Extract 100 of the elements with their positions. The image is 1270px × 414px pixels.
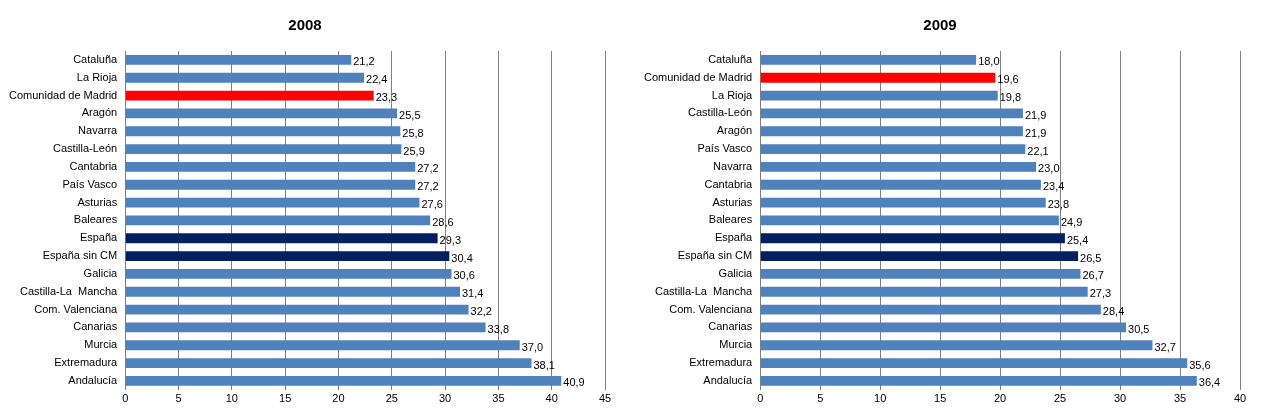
y-tick-label: Navarra [713,159,754,172]
data-label: 37,0 [521,340,544,353]
data-label: 23,4 [1042,180,1065,193]
bar [125,322,486,333]
x-tick-label: 20 [332,392,345,405]
data-label: 40,9 [563,376,585,389]
y-tick-label: Galicia [83,266,119,279]
x-tick-label: 25 [1053,392,1067,405]
chart-title: 2009 [923,16,957,34]
y-tick-label: Cataluña [73,52,119,65]
x-tick-label: 0 [757,392,764,405]
y-tick-label: Castilla-La Mancha [20,284,119,297]
bar [125,126,401,137]
data-label: 23,3 [375,91,398,104]
x-tick-label: 40 [1233,392,1247,405]
y-tick-label: Comunidad de Madrid [643,70,753,83]
bar [760,55,977,65]
x-tick-label: 35 [492,392,505,405]
bar [125,144,402,154]
x-tick-label: 0 [122,392,129,405]
bar [125,108,398,119]
y-tick-label: País Vasco [697,142,753,155]
data-label: 21,2 [353,55,375,68]
x-tick-label: 25 [385,392,398,405]
bar [125,162,416,172]
y-tick-label: La Rioja [76,70,119,83]
bar [125,179,416,190]
y-tick-label: Baleares [73,213,118,226]
data-label: 38,1 [533,358,555,371]
bar [125,215,431,226]
data-label: 19,8 [999,91,1022,104]
bar [125,358,532,368]
bar [760,375,1197,386]
data-label: 22,4 [366,73,388,86]
y-tick-label: Com. Valenciana [669,302,754,315]
bar [760,286,1088,297]
x-tick-label: 45 [598,392,612,405]
x-tick-label: 40 [545,392,558,405]
y-tick-label: España [714,231,754,244]
data-label: 28,6 [432,215,454,228]
y-tick-label: Castilla-León [688,106,753,119]
data-label: 30,4 [451,251,473,264]
y-tick-label: Comunidad de Madrid [8,88,118,101]
y-tick-label: Cataluña [708,52,754,65]
bar [760,126,1023,137]
data-label: 32,7 [1154,340,1176,353]
y-tick-label: Navarra [78,124,119,137]
data-label: 27,2 [417,162,439,175]
bar [125,268,452,279]
bar [125,197,420,208]
data-label: 26,5 [1080,251,1102,264]
x-tick-label: 5 [175,392,182,405]
bar [760,233,1065,244]
y-tick-label: País Vasco [62,177,118,190]
x-tick-label: 5 [817,392,824,405]
bar [125,304,469,315]
bar [760,215,1059,226]
y-tick-label: Cantabria [704,177,754,190]
bar [760,179,1041,190]
data-label: 30,6 [453,269,475,282]
y-tick-label: Murcia [84,338,119,351]
y-tick-label: Castilla-León [53,142,118,155]
data-label: 23,8 [1047,198,1070,211]
bar [760,108,1023,119]
y-tick-label: Andalucía [703,373,754,386]
y-tick-label: España sin CM [677,249,753,262]
x-tick-label: 10 [225,392,238,405]
y-tick-label: Andalucía [68,373,119,386]
bar [125,55,352,65]
y-tick-label: Castilla-La Mancha [655,284,754,297]
bar [760,197,1046,208]
x-tick-label: 15 [934,392,947,405]
data-label: 24,9 [1060,215,1083,228]
bar [125,340,520,351]
bar [760,322,1127,333]
x-tick-label: 20 [993,392,1007,405]
bar [760,268,1081,279]
bar [125,233,438,244]
data-label: 29,3 [439,233,462,246]
y-tick-label: Cantabria [69,159,119,172]
data-label: 28,4 [1102,305,1125,318]
y-tick-label: Galicia [718,266,754,279]
data-label: 26,7 [1082,269,1104,282]
data-label: 25,4 [1066,233,1089,246]
data-label: 27,6 [421,198,443,211]
bar [125,90,374,101]
data-label: 18,0 [978,55,1000,68]
data-label: 25,9 [403,144,425,157]
chart-title: 2008 [288,16,322,34]
data-label: 35,6 [1189,358,1211,371]
y-tick-label: Baleares [708,213,753,226]
data-label: 25,5 [399,108,421,121]
data-label: 27,2 [417,180,439,193]
bar [760,358,1188,368]
y-tick-label: Canarias [708,320,753,333]
x-tick-label: 35 [1173,392,1187,405]
data-label: 27,3 [1089,287,1112,300]
y-tick-label: Asturias [77,195,118,208]
y-tick-label: Extremadura [54,356,119,369]
data-label: 31,4 [462,287,484,300]
